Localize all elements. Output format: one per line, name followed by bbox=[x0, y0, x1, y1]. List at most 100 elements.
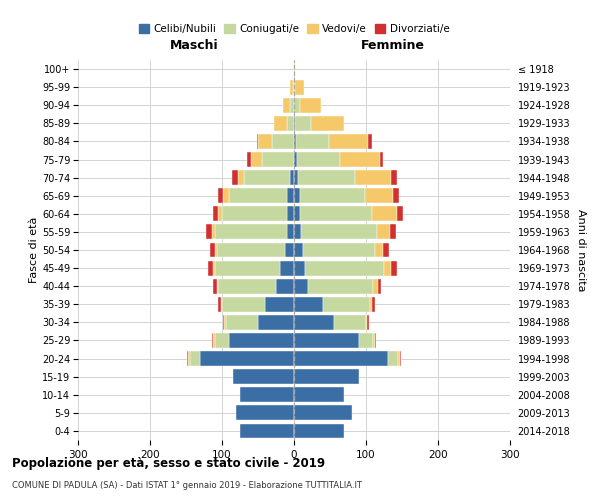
Bar bbox=[340, 152, 380, 167]
Bar bbox=[223, 188, 229, 203]
Bar bbox=[377, 279, 381, 293]
Y-axis label: Anni di nascita: Anni di nascita bbox=[576, 209, 586, 291]
Bar bbox=[366, 315, 367, 330]
Bar bbox=[294, 188, 300, 203]
Bar bbox=[298, 170, 355, 185]
Bar bbox=[280, 260, 294, 276]
Bar bbox=[294, 80, 295, 94]
Bar bbox=[262, 152, 294, 167]
Bar bbox=[215, 260, 280, 276]
Bar bbox=[218, 279, 276, 293]
Text: COMUNE DI PADULA (SA) - Dati ISTAT 1° gennaio 2019 - Elaborazione TUTTITALIA.IT: COMUNE DI PADULA (SA) - Dati ISTAT 1° ge… bbox=[12, 481, 362, 490]
Bar bbox=[290, 170, 294, 185]
Bar bbox=[287, 206, 294, 221]
Bar bbox=[233, 369, 294, 384]
Bar bbox=[391, 260, 397, 276]
Bar bbox=[215, 242, 217, 258]
Bar bbox=[294, 134, 296, 149]
Bar bbox=[294, 116, 295, 131]
Bar bbox=[294, 369, 359, 384]
Bar bbox=[258, 315, 294, 330]
Bar bbox=[218, 297, 221, 312]
Bar bbox=[222, 206, 287, 221]
Bar bbox=[283, 98, 290, 112]
Bar bbox=[294, 315, 334, 330]
Bar bbox=[294, 260, 305, 276]
Bar bbox=[296, 134, 329, 149]
Bar bbox=[222, 297, 265, 312]
Bar bbox=[218, 206, 222, 221]
Bar bbox=[290, 98, 294, 112]
Bar bbox=[208, 260, 212, 276]
Legend: Celibi/Nubili, Coniugati/e, Vedovi/e, Divorziati/e: Celibi/Nubili, Coniugati/e, Vedovi/e, Di… bbox=[134, 20, 454, 38]
Bar bbox=[374, 242, 383, 258]
Text: Femmine: Femmine bbox=[361, 40, 425, 52]
Bar bbox=[301, 224, 377, 240]
Bar bbox=[334, 315, 366, 330]
Bar bbox=[223, 315, 224, 330]
Bar bbox=[305, 260, 384, 276]
Bar bbox=[295, 116, 311, 131]
Bar bbox=[294, 206, 300, 221]
Bar bbox=[302, 242, 374, 258]
Bar bbox=[359, 333, 373, 348]
Bar bbox=[368, 134, 372, 149]
Bar bbox=[274, 116, 287, 131]
Bar bbox=[221, 297, 222, 312]
Bar bbox=[384, 260, 391, 276]
Bar bbox=[229, 188, 287, 203]
Bar bbox=[276, 279, 294, 293]
Bar bbox=[374, 333, 376, 348]
Bar bbox=[240, 388, 294, 402]
Bar bbox=[329, 134, 368, 149]
Bar bbox=[390, 224, 395, 240]
Bar bbox=[236, 406, 294, 420]
Bar bbox=[294, 424, 344, 438]
Bar bbox=[294, 297, 323, 312]
Bar bbox=[323, 297, 370, 312]
Bar bbox=[308, 279, 373, 293]
Bar bbox=[294, 388, 344, 402]
Text: Maschi: Maschi bbox=[170, 40, 219, 52]
Bar bbox=[200, 351, 294, 366]
Bar bbox=[394, 188, 399, 203]
Text: Popolazione per età, sesso e stato civile - 2019: Popolazione per età, sesso e stato civil… bbox=[12, 458, 325, 470]
Bar bbox=[214, 279, 217, 293]
Bar bbox=[297, 152, 340, 167]
Bar bbox=[210, 242, 215, 258]
Bar bbox=[290, 80, 293, 94]
Bar bbox=[373, 279, 377, 293]
Bar bbox=[373, 333, 374, 348]
Bar bbox=[224, 315, 226, 330]
Bar bbox=[226, 315, 258, 330]
Bar bbox=[294, 279, 308, 293]
Bar bbox=[294, 333, 359, 348]
Bar bbox=[188, 351, 190, 366]
Bar bbox=[377, 224, 390, 240]
Bar bbox=[206, 224, 212, 240]
Bar bbox=[370, 297, 373, 312]
Bar bbox=[294, 152, 297, 167]
Bar bbox=[294, 242, 302, 258]
Bar bbox=[247, 152, 251, 167]
Bar bbox=[272, 134, 294, 149]
Bar bbox=[287, 116, 294, 131]
Bar bbox=[293, 80, 294, 94]
Bar bbox=[300, 98, 322, 112]
Bar bbox=[258, 134, 272, 149]
Bar bbox=[365, 188, 394, 203]
Bar bbox=[380, 152, 383, 167]
Bar bbox=[388, 351, 398, 366]
Bar bbox=[215, 224, 287, 240]
Y-axis label: Fasce di età: Fasce di età bbox=[29, 217, 39, 283]
Bar bbox=[238, 170, 244, 185]
Bar bbox=[294, 406, 352, 420]
Bar bbox=[294, 224, 301, 240]
Bar bbox=[373, 297, 374, 312]
Bar bbox=[244, 170, 290, 185]
Bar bbox=[265, 297, 294, 312]
Bar bbox=[294, 170, 298, 185]
Bar bbox=[372, 206, 397, 221]
Bar bbox=[214, 333, 215, 348]
Bar bbox=[257, 134, 258, 149]
